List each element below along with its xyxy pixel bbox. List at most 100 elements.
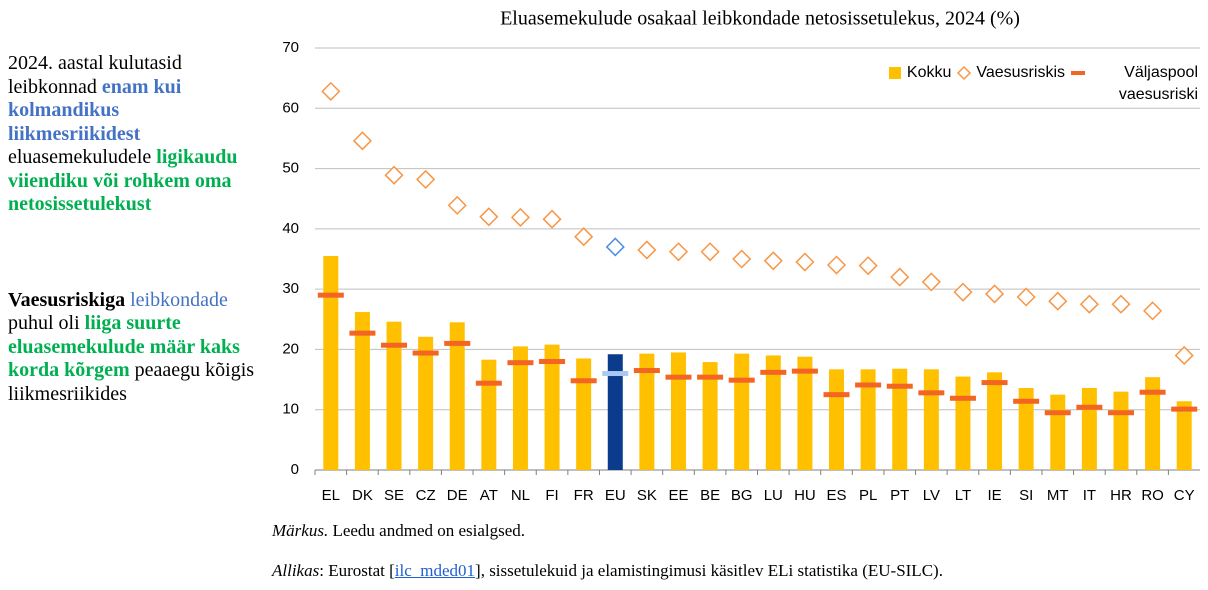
x-tick-label: EU	[605, 487, 626, 504]
bar	[797, 356, 813, 470]
note-run: 2024. aastal kulutasid leibkonnad	[8, 52, 182, 98]
bar	[323, 255, 339, 470]
diamond-marker	[921, 272, 941, 292]
diamond-marker	[321, 81, 341, 101]
legend-swatch	[1071, 71, 1085, 75]
diamond-marker	[352, 131, 372, 151]
dash-marker	[886, 383, 913, 389]
y-tick-label: 30	[282, 280, 299, 297]
diamond-marker	[732, 249, 752, 269]
diamond-marker	[510, 207, 531, 227]
legend-item: Väljaspool vaesusriski	[1070, 62, 1198, 106]
x-tick-label: ES	[827, 487, 847, 504]
diamond-marker	[447, 195, 467, 215]
diamond-marker	[542, 209, 562, 229]
diamond-marker	[479, 207, 499, 227]
source-label: Allikas	[272, 561, 320, 580]
x-tick-label: FR	[574, 487, 594, 504]
dash-marker	[633, 368, 660, 374]
diamond-marker	[1048, 291, 1068, 311]
x-tick-label: LU	[764, 487, 783, 504]
diamond-marker	[637, 240, 657, 260]
x-tick-label: NL	[511, 487, 530, 504]
note-run: liiga suurte eluasemekulude määr kaks ko…	[8, 312, 240, 381]
dash-marker	[412, 350, 439, 356]
diamond-marker	[1016, 287, 1036, 307]
bar	[734, 353, 750, 470]
dash-marker	[949, 395, 976, 401]
x-tick-label: CY	[1174, 487, 1195, 504]
dash-marker	[1139, 389, 1166, 395]
bar	[1145, 377, 1161, 470]
diamond-marker	[826, 255, 847, 275]
bar	[1018, 388, 1034, 470]
legend-dash	[1071, 71, 1085, 75]
x-tick-label: IE	[987, 487, 1001, 504]
x-tick-label: HR	[1110, 487, 1132, 504]
dash-marker	[1013, 398, 1040, 404]
bar	[512, 346, 528, 470]
diamond-marker	[668, 242, 689, 262]
x-tick-label: PT	[890, 487, 909, 504]
dash-marker	[791, 368, 818, 374]
bar	[987, 372, 1003, 470]
dash-marker	[918, 390, 945, 396]
diamond-marker	[1079, 294, 1099, 314]
bar	[607, 354, 623, 470]
y-tick-label: 70	[282, 39, 299, 56]
diamond-marker	[984, 284, 1005, 304]
dash-marker	[728, 377, 755, 383]
bar	[639, 353, 655, 470]
dash-marker	[1076, 404, 1103, 410]
dash-marker	[760, 369, 787, 375]
dash-marker	[823, 392, 850, 398]
bar	[829, 369, 845, 470]
dash-marker	[570, 378, 597, 384]
note-run: peaaegu kõigis liikmesriikides	[8, 359, 255, 405]
note-run: enam kui kolmandikus liikmesriikidest	[8, 75, 182, 145]
note-paragraph: 2024. aastal kulutasid leibkonnad enam k…	[8, 52, 256, 217]
dash-marker	[697, 374, 724, 380]
diamond-marker	[890, 267, 910, 287]
diamond-marker	[384, 165, 404, 185]
side-notes: 2024. aastal kulutasid leibkonnad enam k…	[8, 52, 256, 478]
y-tick-label: 20	[282, 340, 299, 357]
diamond-marker	[858, 256, 878, 276]
y-tick-label: 40	[282, 220, 299, 237]
dash-marker	[981, 380, 1008, 386]
note-label: Märkus.	[272, 521, 329, 540]
diamond-marker	[605, 237, 625, 257]
diamond-marker	[953, 282, 973, 302]
diamond-marker	[1111, 294, 1131, 314]
bar	[923, 369, 939, 470]
dash-marker	[1171, 406, 1198, 412]
bar	[1176, 401, 1192, 470]
bar	[418, 336, 434, 470]
x-tick-label: LT	[955, 487, 971, 504]
x-tick-label: EE	[668, 487, 688, 504]
legend: Kokku Vaesusriskis Väljaspool vaesusriski	[887, 62, 1198, 106]
dash-marker	[507, 360, 534, 366]
bar	[765, 355, 781, 470]
diamond-marker	[1174, 345, 1194, 366]
dash-marker	[855, 382, 882, 388]
legend-bar	[888, 67, 901, 79]
x-tick-label: FI	[545, 487, 558, 504]
bar	[670, 352, 686, 470]
note-line: Märkus. Leedu andmed on esialgsed.	[272, 521, 525, 541]
dash-marker	[475, 380, 502, 386]
x-tick-label: LV	[923, 487, 940, 504]
bar	[702, 362, 718, 470]
bar	[481, 359, 497, 470]
diamond-marker	[416, 169, 436, 189]
dash-marker	[1044, 410, 1071, 416]
y-tick-label: 10	[282, 401, 299, 418]
legend-item: Vaesusriskis	[956, 62, 1065, 84]
x-tick-label: EL	[322, 487, 340, 504]
bar	[576, 358, 592, 470]
dash-marker	[349, 330, 376, 336]
source-link[interactable]: ilc_mded01	[394, 561, 476, 580]
x-tick-label: SE	[384, 487, 404, 504]
x-tick-label: BE	[700, 487, 720, 504]
